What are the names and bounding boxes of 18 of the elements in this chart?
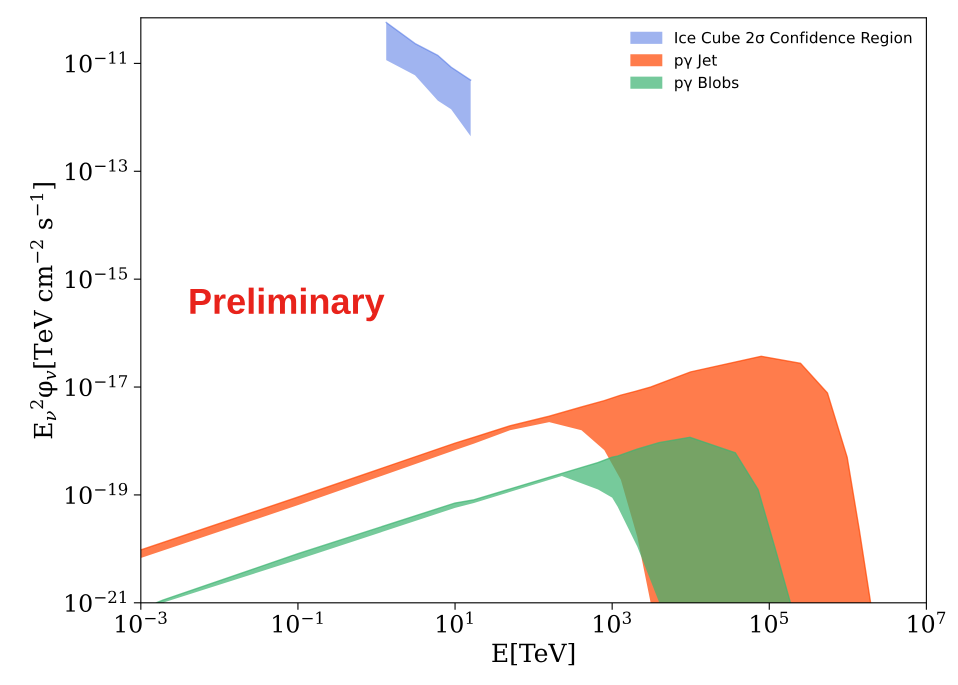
x-tick-label: 10$^{1}$: [437, 612, 473, 633]
y-tick-label: 10$^{−17}$: [66, 374, 128, 396]
legend-label: pγ Blobs: [675, 76, 738, 92]
x-tick-label: 10$^{3}$: [594, 612, 631, 633]
y-tick-label: 10$^{−15}$: [66, 267, 128, 288]
y-tick-label: 10$^{−13}$: [66, 159, 128, 180]
x-tick-label: 10$^{−3}$: [116, 612, 167, 633]
y-tick-label: 10$^{−19}$: [66, 482, 128, 504]
x-tick-label: 10$^{−1}$: [273, 612, 323, 633]
x-tick-label: 10$^{5}$: [751, 612, 788, 633]
x-tick-label: 10$^{7}$: [908, 612, 946, 633]
y-tick-label: 10$^{−21}$: [66, 590, 126, 612]
annotation: Preliminary: [190, 288, 384, 322]
text: E$_{ν}$$^{2}$φ$_{v}$[TeV cm$^{−2}$ s$^{−1}$]: [30, 183, 58, 438]
x-axis-title: E[TeV]: [492, 643, 574, 666]
legend-label: Ice Cube 2σ Confidence Region: [675, 32, 912, 46]
legend-label: pγ Jet: [675, 54, 717, 69]
y-tick-label: 10$^{−11}$: [66, 51, 126, 73]
